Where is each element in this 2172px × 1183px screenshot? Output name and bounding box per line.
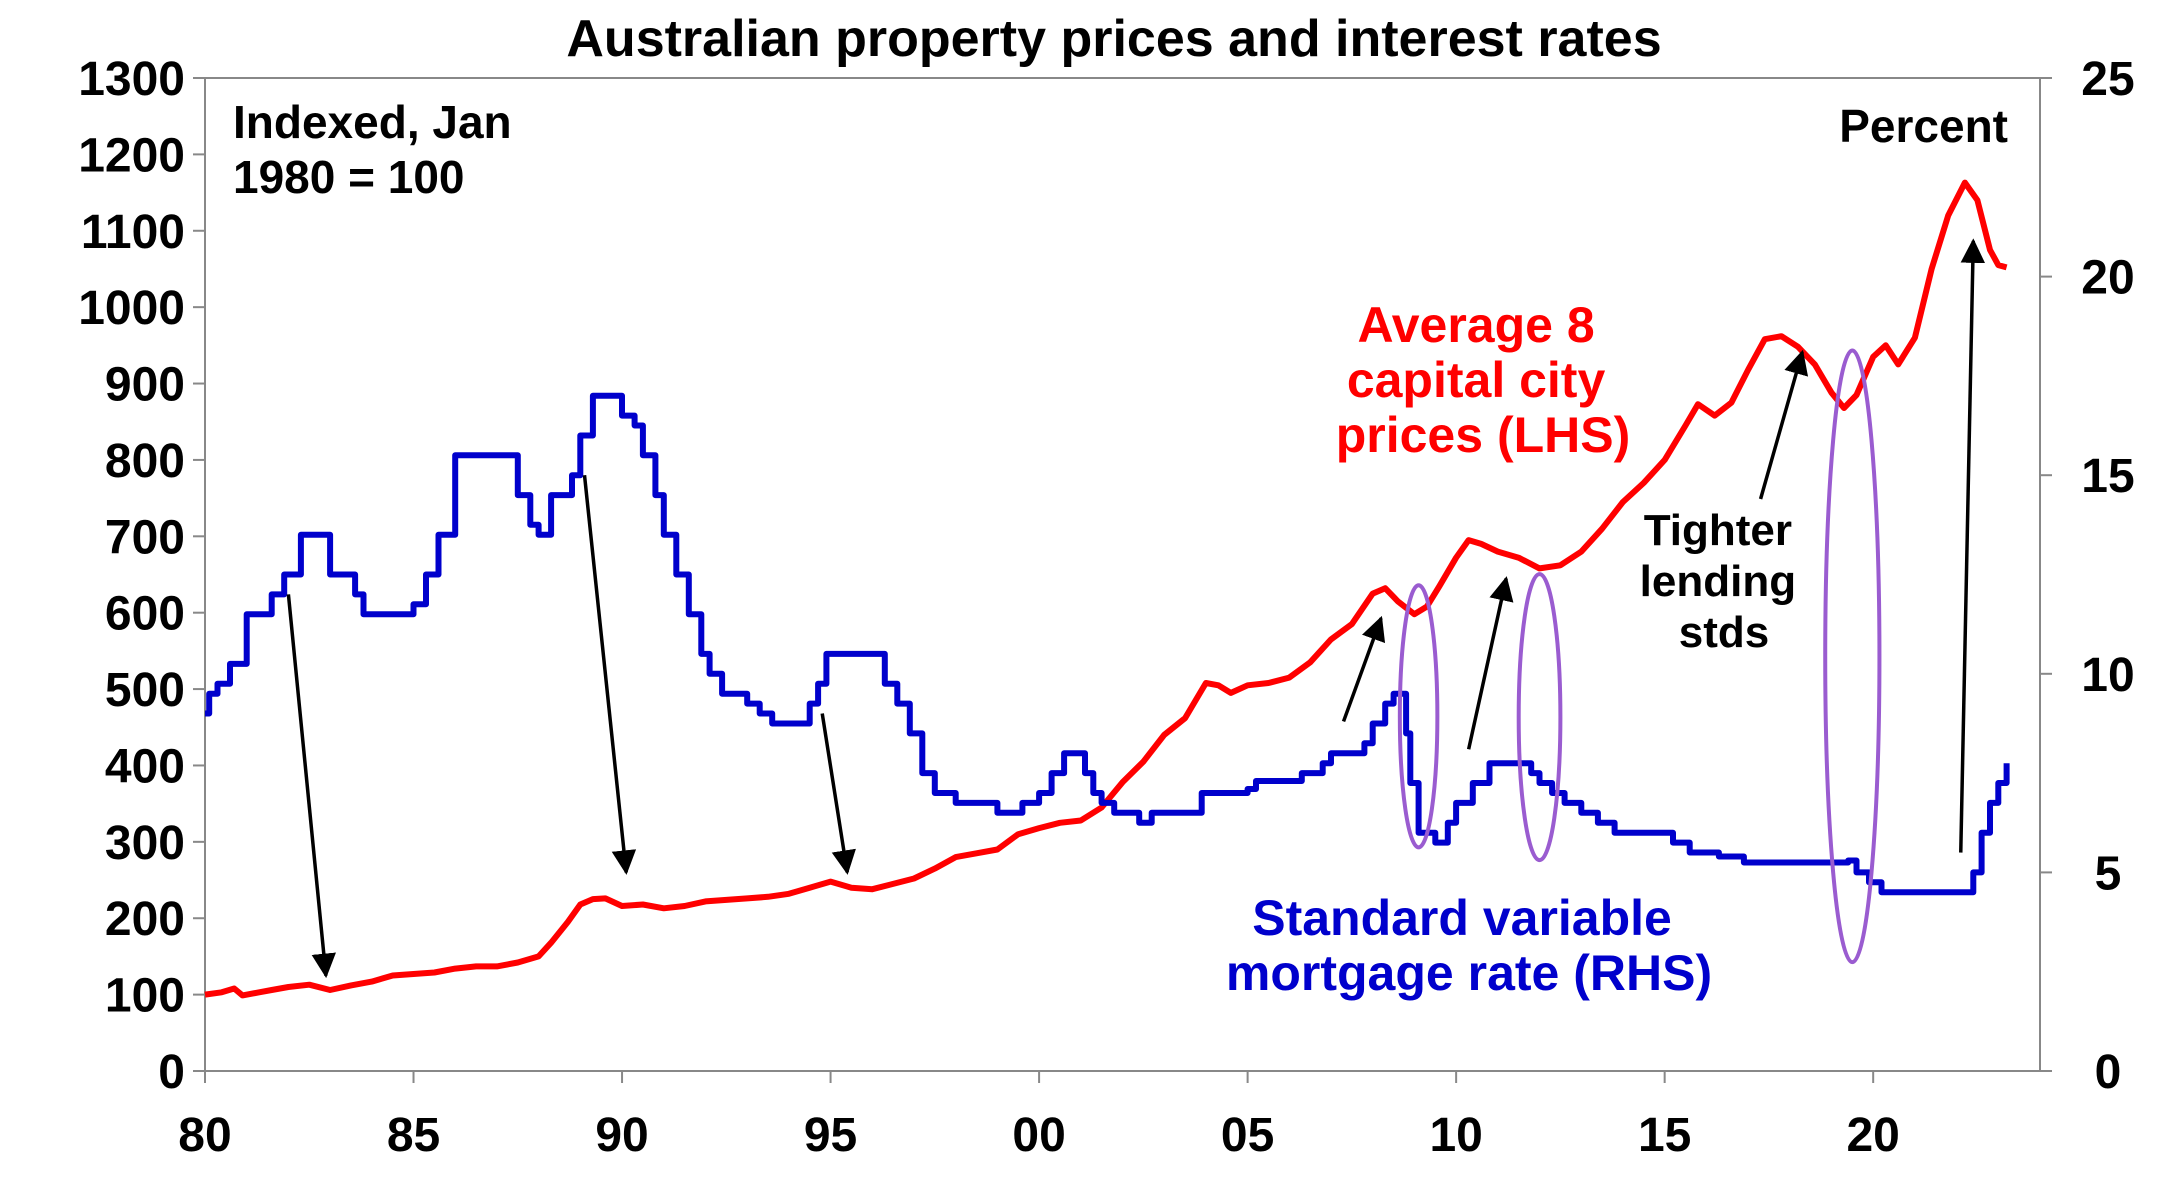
right-tick-label: 10	[2081, 649, 2134, 702]
annotation-arrow	[582, 475, 637, 875]
annotation-arrow	[1758, 349, 1809, 500]
left-tick-label: 900	[105, 359, 185, 412]
left-axis-note: Indexed, Jan 1980 = 100	[233, 96, 524, 203]
annotation-arrow	[1959, 238, 1986, 853]
price-label-line-3: prices (LHS)	[1336, 407, 1631, 463]
tighter-lending-line-2: lending	[1640, 557, 1796, 606]
right-tick-label: 20	[2081, 252, 2134, 305]
right-tick-label: 25	[2081, 53, 2134, 106]
x-tick-label: 95	[804, 1109, 857, 1162]
x-tick-label: 10	[1429, 1109, 1482, 1162]
annotation-arrow	[286, 594, 336, 979]
left-tick-label: 200	[105, 893, 185, 946]
right-tick-label: 5	[2095, 847, 2122, 900]
left-tick-label: 700	[105, 511, 185, 564]
series-layer	[204, 179, 2010, 999]
plot-frame	[204, 77, 2041, 1072]
x-tick-label: 85	[387, 1109, 440, 1162]
rate-label-line-2: mortgage rate (RHS)	[1226, 945, 1712, 1001]
x-tick-label: 20	[1846, 1109, 1899, 1162]
right-axis-note: Percent	[1839, 100, 2008, 152]
left-tick-label: 0	[158, 1046, 185, 1099]
highlight-ellipse	[1397, 583, 1440, 850]
left-tick-label: 400	[105, 740, 185, 793]
x-tick-label: 80	[178, 1109, 231, 1162]
annotation-arrow	[820, 713, 856, 875]
left-tick-label: 600	[105, 588, 185, 641]
left-tick-label: 1000	[78, 282, 185, 335]
left-tick-label: 100	[105, 970, 185, 1023]
price-label-line-2: capital city	[1347, 352, 1606, 408]
left-tick-label: 1300	[78, 53, 185, 106]
left-axis-note-line-2: 1980 = 100	[233, 151, 465, 203]
annotation-arrow	[1341, 615, 1386, 723]
left-axis: 0 100 200 300 400 500 600 700 800 900 1000 1100 1200…	[78, 53, 205, 1099]
x-tick-label: 05	[1221, 1109, 1274, 1162]
left-tick-label: 800	[105, 435, 185, 488]
annotation-arrow	[1466, 576, 1514, 750]
left-axis-note-line-1: Indexed, Jan	[233, 96, 512, 148]
x-tick-label: 90	[595, 1109, 648, 1162]
right-axis: 0 5 10 15 20 25	[2040, 53, 2135, 1099]
tighter-lending-line-1: Tighter	[1644, 506, 1792, 555]
price-label-line-1: Average 8	[1357, 297, 1594, 353]
tighter-lending-note: Tighter lending stds	[1640, 506, 1809, 657]
rate-series-label: Standard variable mortgage rate (RHS)	[1226, 890, 1712, 1001]
annotation-layer	[286, 238, 1986, 979]
left-tick-label: 1100	[81, 206, 185, 259]
highlight-ellipse	[1516, 572, 1563, 863]
left-tick-label: 300	[105, 817, 185, 870]
rate-label-line-1: Standard variable	[1252, 890, 1672, 946]
left-tick-label: 1200	[78, 129, 185, 182]
tighter-lending-line-3: stds	[1679, 608, 1769, 657]
x-axis: 80 85 90 95 00 05 10 15 20	[178, 1071, 1900, 1162]
x-tick-label: 15	[1638, 1109, 1691, 1162]
left-tick-label: 500	[105, 664, 185, 717]
rate-series-line	[205, 392, 2010, 896]
x-tick-label: 00	[1012, 1109, 1065, 1162]
highlight-ellipse	[1823, 348, 1882, 965]
price-series-label: Average 8 capital city prices (LHS)	[1336, 297, 1631, 463]
right-tick-label: 15	[2081, 450, 2134, 503]
price-series-line	[204, 179, 2008, 999]
right-tick-label: 0	[2095, 1046, 2122, 1099]
chart-title: Australian property prices and interest …	[566, 10, 1661, 68]
